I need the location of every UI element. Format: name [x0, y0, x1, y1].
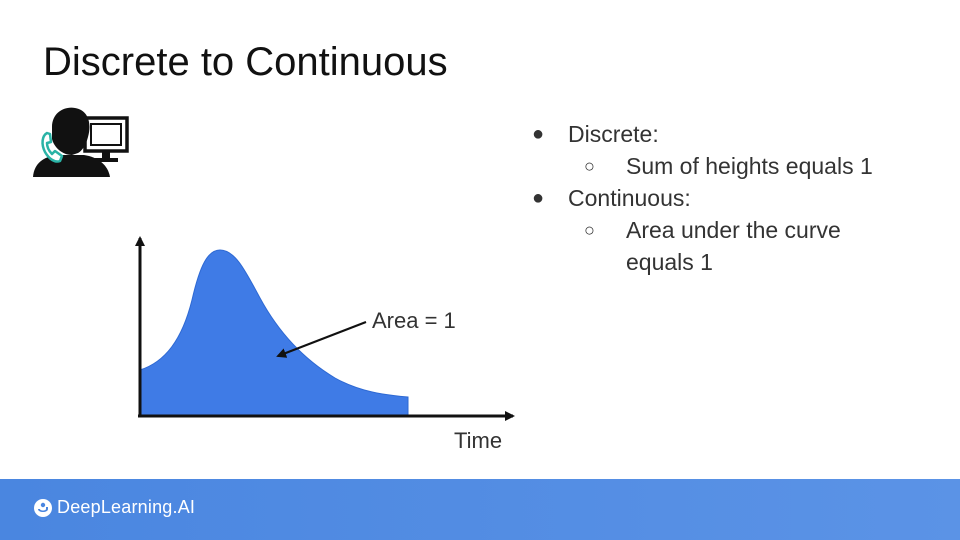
bullet-list: ● Discrete: ○ Sum of heights equals 1 ● …: [530, 118, 950, 278]
area-under-curve-diagram: Area = 1 Time: [135, 236, 515, 453]
sub-bullet-item: ○ Area under the curve equals 1: [530, 214, 950, 278]
bullet-text-discrete: Discrete:: [568, 121, 659, 147]
area-annotation-arrow: [276, 320, 367, 358]
page-title: Discrete to Continuous: [43, 40, 448, 84]
sub-bullet-text: Area under the curve: [626, 217, 841, 243]
brand-name: DeepLearning.AI: [57, 497, 196, 517]
sub-bullet-text: Sum of heights equals 1: [626, 153, 873, 179]
x-axis-label: Time: [454, 428, 502, 453]
deeplearning-logo-icon: [34, 498, 52, 517]
sub-bullet-item: ○ Sum of heights equals 1: [530, 150, 950, 182]
bullet-item: ● Continuous:: [530, 182, 950, 214]
bullet-item: ● Discrete:: [530, 118, 950, 150]
footer-bar: DeepLearning.AI: [0, 479, 960, 540]
sub-bullet-text-continued: equals 1: [626, 249, 713, 275]
sub-bullet-marker: ○: [584, 220, 595, 240]
bullet-marker: ●: [532, 123, 545, 145]
area-label: Area = 1: [372, 308, 456, 333]
brand-logo: DeepLearning.AI: [33, 497, 195, 518]
sub-bullet-marker: ○: [584, 156, 595, 176]
bullet-text-continuous: Continuous:: [568, 185, 691, 211]
person-at-computer-with-phone-icon: [33, 107, 129, 177]
density-curve-area: [139, 249, 409, 417]
bullet-marker: ●: [532, 187, 545, 209]
